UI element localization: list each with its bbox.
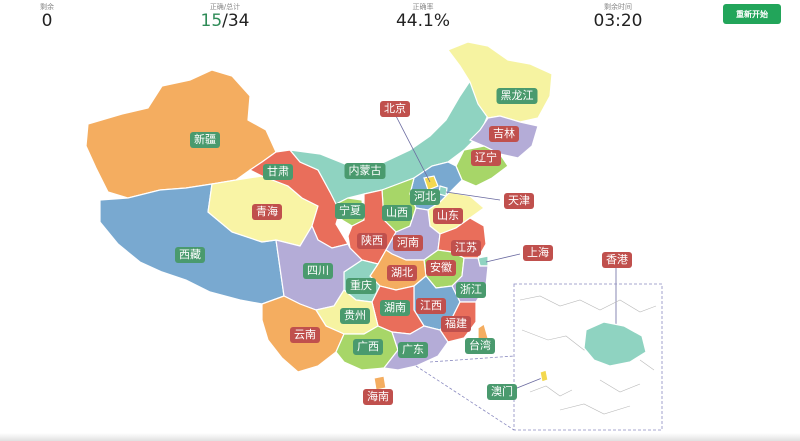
- label-aomen[interactable]: 澳门: [487, 384, 517, 400]
- correct-count: 15: [200, 11, 223, 31]
- province-tianjin[interactable]: [438, 185, 448, 197]
- label-taiwan[interactable]: 台湾: [465, 338, 495, 354]
- label-shanxi[interactable]: 山西: [382, 205, 412, 221]
- leader-lines: [395, 115, 617, 391]
- remaining-value: 0: [41, 11, 53, 31]
- label-shandong[interactable]: 山东: [433, 208, 463, 224]
- label-beijing[interactable]: 北京: [380, 101, 410, 117]
- province-hainan[interactable]: [373, 375, 387, 391]
- accuracy-stat: 正确率 44.1%: [388, 3, 458, 31]
- label-yunnan[interactable]: 云南: [290, 327, 320, 343]
- restart-button[interactable]: 重新开始: [723, 4, 781, 24]
- accuracy-caption: 正确率: [412, 3, 434, 11]
- score-caption: 正确/总计: [209, 3, 241, 11]
- label-anhui[interactable]: 安徽: [426, 260, 456, 276]
- label-ningxia[interactable]: 宁夏: [335, 203, 365, 219]
- remaining-caption: 剩余: [40, 3, 54, 11]
- label-neimenggu[interactable]: 内蒙古: [344, 163, 386, 179]
- label-henan[interactable]: 河南: [393, 235, 423, 251]
- time-value: 03:20: [593, 11, 643, 31]
- region-aomen[interactable]: [539, 369, 549, 383]
- label-gansu[interactable]: 甘肃: [263, 164, 293, 180]
- label-qinghai[interactable]: 青海: [252, 204, 282, 220]
- time-stat: 剩余时间 03:20: [588, 3, 648, 31]
- accuracy-value: 44.1%: [395, 11, 450, 31]
- label-tianjin[interactable]: 天津: [504, 193, 534, 209]
- label-liaoning[interactable]: 辽宁: [471, 150, 501, 166]
- label-jilin[interactable]: 吉林: [489, 126, 519, 142]
- time-caption: 剩余时间: [604, 3, 632, 11]
- label-chongqing[interactable]: 重庆: [346, 278, 376, 294]
- hk-macau-inset: [415, 283, 663, 431]
- label-shanghai[interactable]: 上海: [523, 245, 553, 261]
- label-xizang[interactable]: 西藏: [175, 247, 205, 263]
- bottom-shadow: [0, 433, 800, 441]
- label-hainan[interactable]: 海南: [363, 389, 393, 405]
- score-value: 15/34: [190, 11, 260, 31]
- label-xianggang[interactable]: 香港: [602, 252, 632, 268]
- label-fujian[interactable]: 福建: [441, 316, 471, 332]
- label-guangdong[interactable]: 广东: [398, 342, 428, 358]
- province-beijing[interactable]: [423, 175, 439, 191]
- label-guangxi[interactable]: 广西: [353, 339, 383, 355]
- score-stat: 正确/总计 15/34: [190, 3, 260, 31]
- total-count: /34: [222, 11, 250, 31]
- label-hubei[interactable]: 湖北: [387, 265, 417, 281]
- label-hunan[interactable]: 湖南: [380, 300, 410, 316]
- label-heilongjiang[interactable]: 黑龙江: [496, 88, 538, 104]
- label-xinjiang[interactable]: 新疆: [190, 132, 220, 148]
- label-jiangsu[interactable]: 江苏: [451, 240, 481, 256]
- label-guizhou[interactable]: 贵州: [340, 308, 370, 324]
- label-shaanxi[interactable]: 陕西: [357, 233, 387, 249]
- region-xianggang[interactable]: [583, 321, 647, 367]
- remaining-stat: 剩余 0: [32, 3, 62, 31]
- label-hebei[interactable]: 河北: [410, 189, 440, 205]
- label-jiangxi[interactable]: 江西: [416, 298, 446, 314]
- label-zhejiang[interactable]: 浙江: [456, 282, 486, 298]
- label-sichuan[interactable]: 四川: [303, 263, 333, 279]
